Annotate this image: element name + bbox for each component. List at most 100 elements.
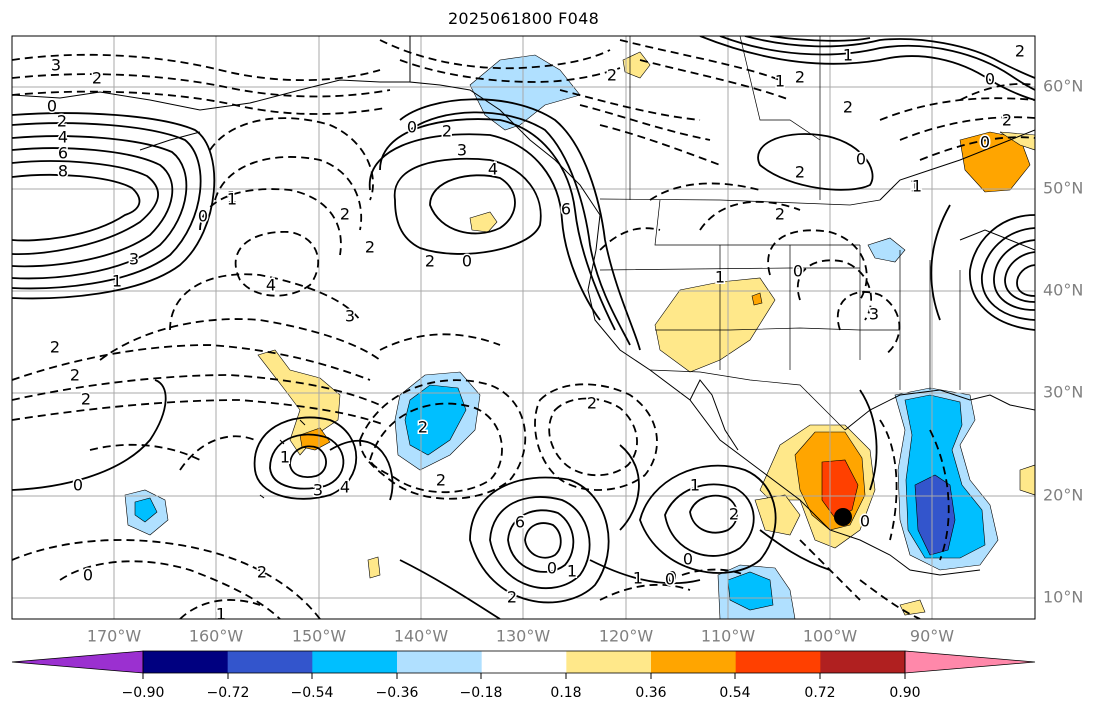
lon-label: 150°W [292,627,347,646]
colorbar-tick-label: 0.90 [889,685,920,701]
contour-label: 3 [51,56,61,75]
dashed-contours [12,39,1035,619]
colorbar-tick-label: 0.36 [635,685,666,701]
contour-label: 3 [869,305,879,324]
colorbar-tick-label: 0.54 [719,685,750,701]
colorbar-segment [312,651,398,673]
contour-label: 0 [985,70,995,89]
shade-central-america-blue [727,571,774,611]
map-title: 2025061800 F048 [447,9,600,28]
contour-label: 2 [70,366,80,385]
colorbar-tick-labels: −0.90 −0.72 −0.54 −0.36 −0.18 0.18 0.36 … [122,685,921,701]
lon-label: 100°W [803,627,858,646]
lon-label: 170°W [87,627,142,646]
contour-label: 2 [50,338,60,357]
colorbar-segment [820,651,906,673]
colorbar-segment [566,651,652,673]
contour-label: 1 [715,268,725,287]
contour-label: 1 [775,72,785,91]
latitude-labels: 60°N 50°N 40°N 30°N 20°N 10°N [1043,77,1083,607]
contour-label: 6 [58,144,68,163]
contour-label: 1 [216,605,226,624]
contour-label: 2 [436,471,446,490]
contour-label: 2 [257,563,267,582]
lon-label: 120°W [599,627,654,646]
colorbar-extend-low [12,651,143,673]
contour-label: 2 [607,66,617,85]
lat-label: 30°N [1043,383,1083,402]
colorbar-tick-label: −0.90 [122,685,165,701]
contour-label: 2 [1015,42,1025,61]
shade-southwest-orange [751,292,763,306]
lat-label: 40°N [1043,281,1083,300]
contour-label: 1 [843,46,853,65]
contour-label: 0 [793,262,803,281]
lon-label: 110°W [701,627,756,646]
shade-gulf-dark-blue [914,474,956,556]
colorbar-tick-label: −0.72 [207,685,250,701]
contour-label: 1 [912,177,922,196]
graticule [12,36,1035,619]
shade-southwest-yellow [654,277,776,373]
contour-label: 0 [665,570,675,589]
shade-mexico-red [821,459,859,519]
colorbar-segment [651,651,737,673]
contour-label: 0 [407,118,417,137]
shade-east-yellow [1019,464,1035,496]
contour-label: 0 [667,568,677,587]
lon-label: 130°W [496,627,551,646]
colorbar-extend-high [905,651,1035,673]
lon-label: 140°W [394,627,449,646]
contour-label: 4 [488,160,498,179]
colorbar-tick-label: 0.18 [550,685,581,701]
contour-label: 0 [980,133,990,152]
contour-label: 3 [129,250,139,269]
solid-contours [12,36,1035,619]
contour-labels: 0 2 4 6 8 3 1 2 3 4 6 0 2 1 2 1 2 0 2 1 … [45,40,1026,624]
contour-label: 4 [340,478,350,497]
contour-label: 2 [587,394,597,413]
shade-alaska-light-blue [469,54,581,131]
contour-label: 0 [683,550,693,569]
contour-label: 2 [795,68,805,87]
shade-west-blue [134,497,158,523]
contour-label: 1 [690,476,700,495]
lat-label: 50°N [1043,179,1083,198]
contour-label: 3 [457,141,467,160]
shade-small-yellow-1 [367,556,381,579]
shade-pacific-blue [404,384,467,456]
contour-label: 0 [73,476,83,495]
contour-label: 2 [442,122,452,141]
colorbar-tick-label: 0.72 [804,685,835,701]
contour-label: 2 [425,252,435,271]
colorbar-segment [397,651,483,673]
contour-label: 2 [775,205,785,224]
contour-label: 2 [81,390,91,409]
shade-pacific-yellow [469,211,498,233]
storm-center-marker [834,508,852,526]
contour-label: 4 [266,276,276,295]
contour-label: 3 [313,481,323,500]
contour-label: 1 [227,190,237,209]
colorbar-segment [735,651,821,673]
contour-label: 1 [112,272,122,291]
contour-label: 1 [227,188,237,207]
contour-label: 1 [567,562,577,581]
longitude-labels: 170°W 160°W 150°W 140°W 130°W 120°W 110°… [87,627,954,646]
contour-label: 2 [795,163,805,182]
contour-label: 6 [561,200,571,219]
contour-label: 2 [729,505,739,524]
contour-label: 6 [515,513,525,532]
colorbar-segment [481,651,567,673]
shade-hudson-orange [959,131,1031,193]
contour-label: 2 [365,238,375,257]
contour-label: 2 [507,588,517,607]
contour-label: 0 [856,150,866,169]
lon-label: 90°W [910,627,954,646]
colorbar-segment [143,651,229,673]
coastlines [12,36,1035,576]
contour-label: 1 [280,448,290,467]
contour-label: 1 [633,569,643,588]
contour-label: 0 [83,566,93,585]
